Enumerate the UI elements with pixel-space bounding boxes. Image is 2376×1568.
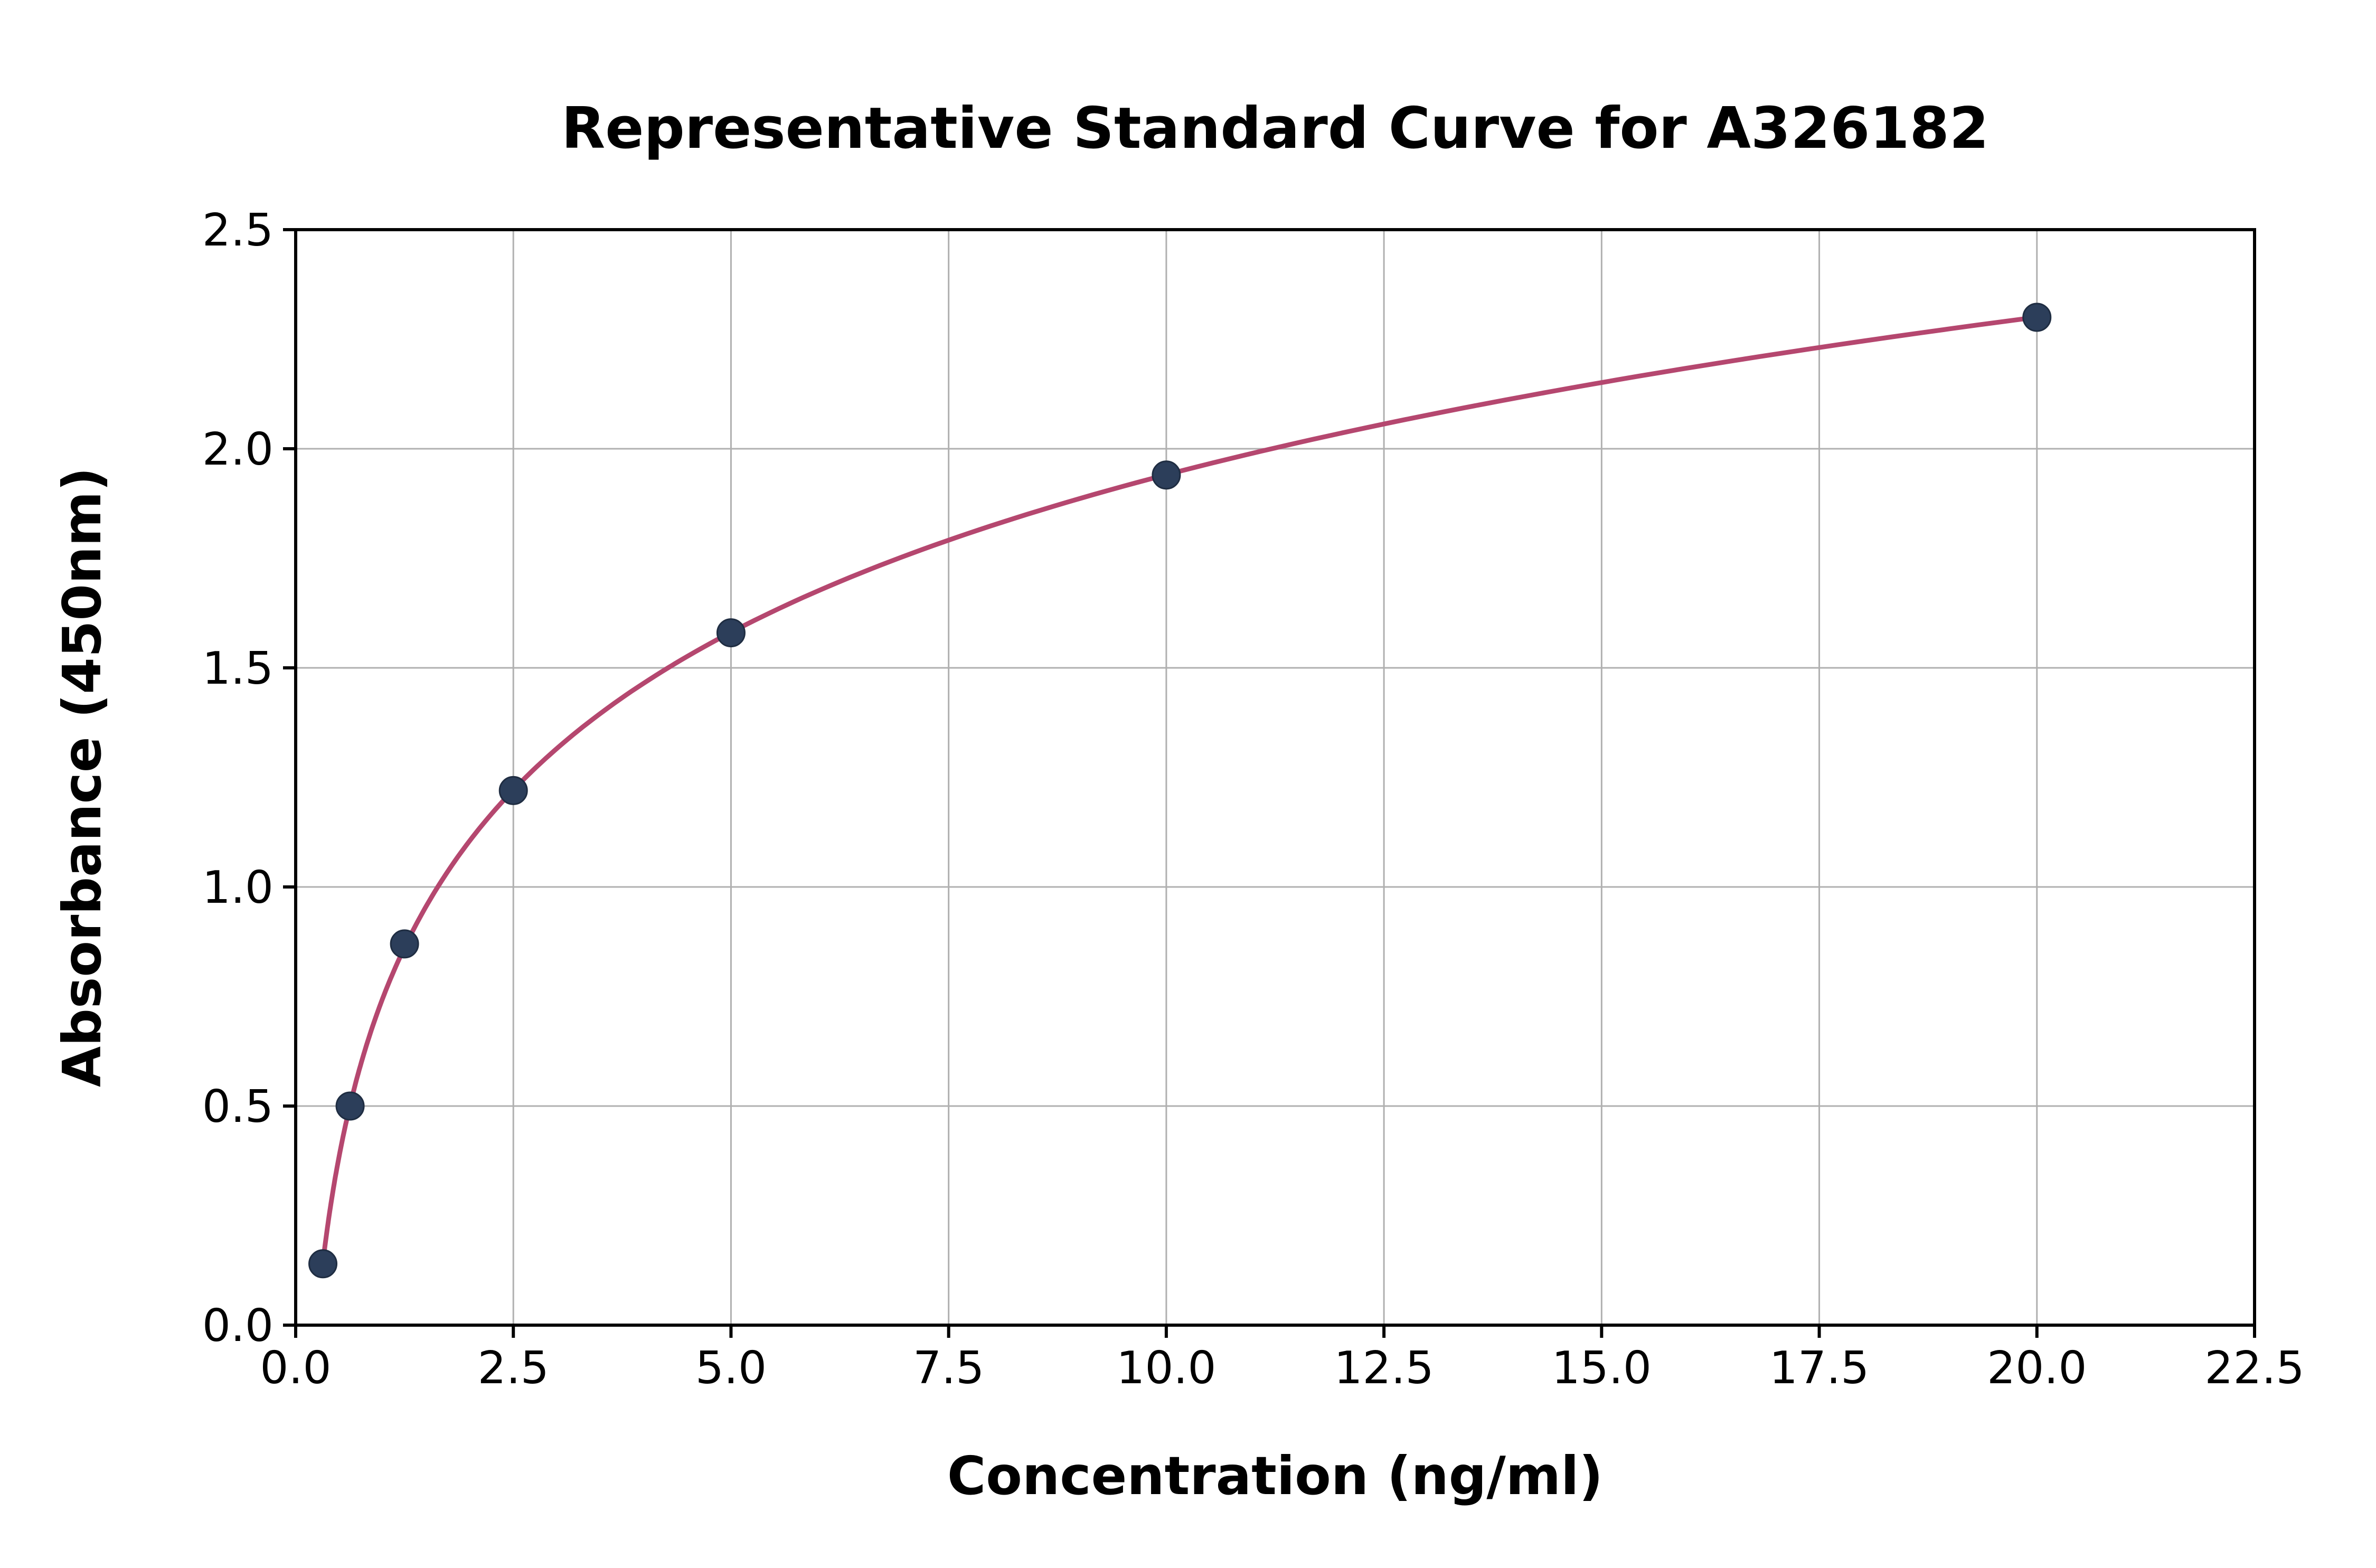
y-tick-label: 2.0 — [202, 423, 274, 476]
axes-frame — [294, 228, 2256, 1327]
plot-area: 0.0 2.5 5.0 7.5 10.0 12.5 15.0 17.5 20.0 22.5 0.0 0… — [202, 204, 2305, 1394]
x-tick-label: 0.0 — [260, 1342, 331, 1394]
y-tick-label: 1.5 — [202, 643, 274, 695]
x-tick-label: 7.5 — [913, 1342, 984, 1394]
x-tick-label: 17.5 — [1769, 1342, 1869, 1394]
data-point-marker — [335, 1091, 365, 1121]
y-tick-label: 0.5 — [202, 1081, 274, 1133]
data-point-marker — [2022, 303, 2052, 332]
x-tick-label: 5.0 — [695, 1342, 767, 1394]
y-axis-label: Absorbance (450nm) — [51, 467, 113, 1087]
data-point-marker — [308, 1249, 338, 1279]
x-tick-label: 10.0 — [1116, 1342, 1216, 1394]
x-tick-label: 12.5 — [1334, 1342, 1434, 1394]
x-axis-label: Concentration (ng/ml) — [947, 1445, 1603, 1507]
x-tick-label: 20.0 — [1987, 1342, 2087, 1394]
x-tick-label: 15.0 — [1552, 1342, 1652, 1394]
y-tick-label: 0.0 — [202, 1300, 274, 1352]
data-point-marker — [716, 618, 746, 648]
fit-curve — [320, 315, 2040, 1265]
data-point-marker — [1152, 460, 1181, 490]
y-tick-label: 1.0 — [202, 862, 274, 914]
data-point-marker — [390, 929, 419, 959]
data-point-marker — [498, 776, 528, 805]
x-tick-label: 2.5 — [478, 1342, 549, 1394]
y-tick-label: 2.5 — [202, 204, 274, 257]
x-tick-label: 22.5 — [2204, 1342, 2304, 1394]
chart-title: Representative Standard Curve for A32618… — [561, 96, 1989, 162]
